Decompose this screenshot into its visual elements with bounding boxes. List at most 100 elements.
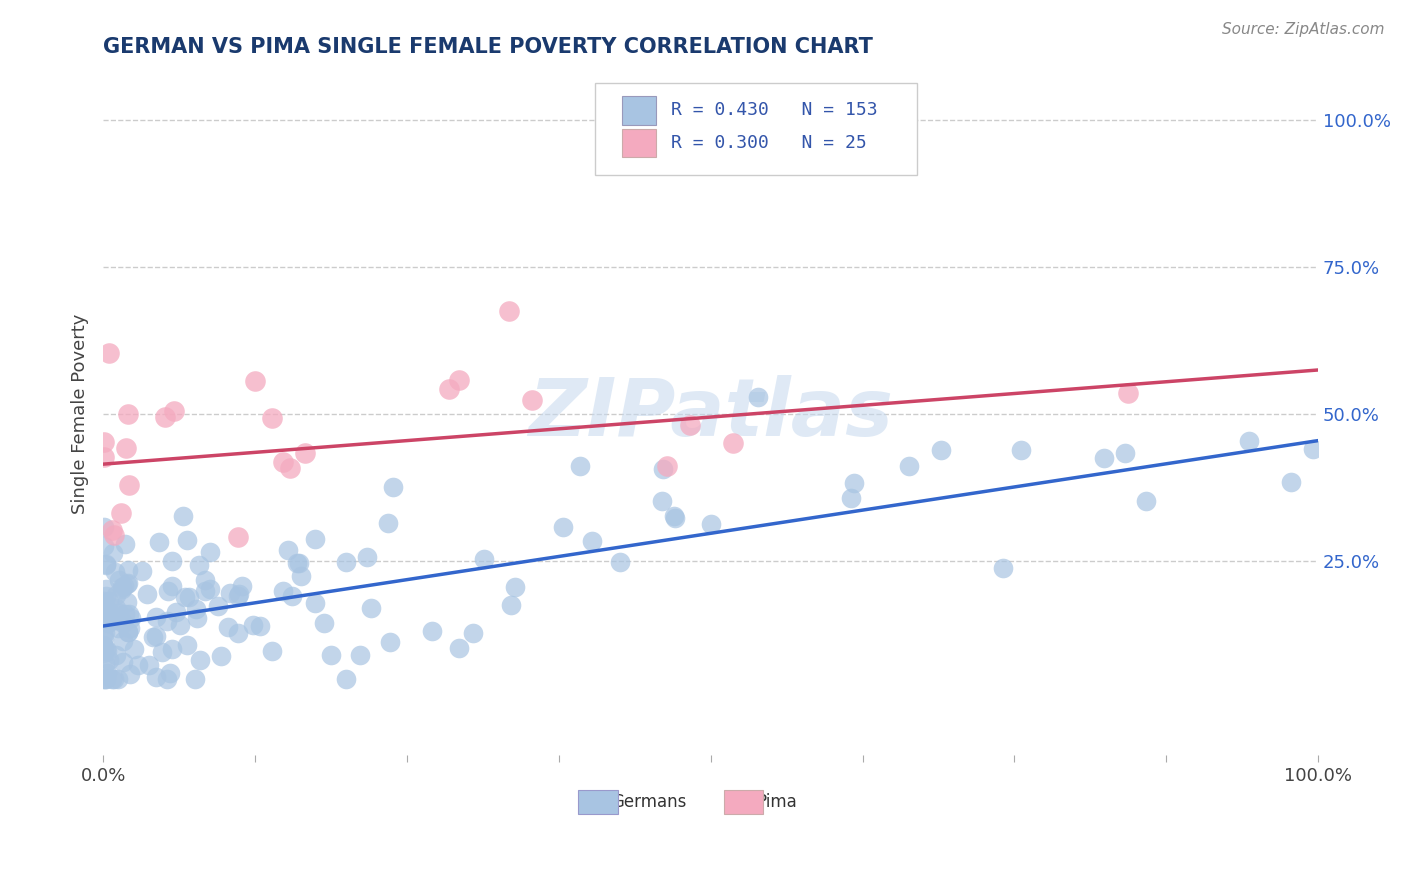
Point [93,450,115,465]
Point [145,670,167,684]
Point [217,620,239,634]
Point [94,657,117,672]
Point [173,590,195,604]
Point [100,613,122,627]
Point [245,374,267,388]
Point [96,666,118,681]
Point [145,629,167,643]
Point [194,584,217,599]
Point [98,652,121,666]
Point [207,599,229,613]
Bar [578,789,617,814]
Point [114,537,136,551]
FancyBboxPatch shape [595,83,917,175]
Point [112,579,135,593]
Text: GERMAN VS PIMA SINGLE FEMALE POVERTY CORRELATION CHART: GERMAN VS PIMA SINGLE FEMALE POVERTY COR… [103,37,873,57]
Point [381,480,404,494]
Point [349,648,371,662]
Point [115,442,138,456]
Point [842,475,865,490]
Point [93,435,115,450]
Point [679,418,702,433]
Point [271,455,294,469]
Text: ZIPatlas: ZIPatlas [529,376,893,453]
Point [153,409,176,424]
Point [288,557,311,571]
Point [110,613,132,627]
Point [101,672,124,686]
Point [285,556,308,570]
Point [581,533,603,548]
Point [662,509,685,524]
Point [651,494,673,508]
Point [101,613,124,627]
Point [1237,434,1260,448]
Point [110,506,132,520]
Point [94,672,117,686]
Bar [724,789,763,814]
Point [277,542,299,557]
Point [609,555,631,569]
Point [304,532,326,546]
Point [97,346,120,360]
Point [145,610,167,624]
Point [118,607,141,621]
Point [131,565,153,579]
Point [499,599,522,613]
Point [176,639,198,653]
Point [94,557,117,571]
Point [105,601,128,615]
Point [520,392,543,407]
Point [93,520,115,534]
Point [93,640,115,654]
Point [226,530,249,544]
Point [290,568,312,582]
Point [226,626,249,640]
Point [356,550,378,565]
Point [101,546,124,560]
Point [160,554,183,568]
Point [209,648,232,663]
Point [122,641,145,656]
Point [335,672,357,686]
Text: Source: ZipAtlas.com: Source: ZipAtlas.com [1222,22,1385,37]
Point [156,614,179,628]
Point [142,630,165,644]
Point [281,589,304,603]
Point [198,582,221,596]
Point [721,436,744,450]
Point [664,511,686,525]
Point [117,624,139,639]
Text: Pima: Pima [756,793,797,811]
Point [104,588,127,602]
Point [108,606,131,620]
Point [120,666,142,681]
Text: R = 0.430   N = 153: R = 0.430 N = 153 [671,102,877,120]
Point [114,607,136,621]
Point [107,574,129,588]
Point [117,407,139,421]
Point [498,304,520,318]
Bar [621,96,657,125]
Point [136,587,159,601]
Point [319,648,342,662]
Point [553,520,575,534]
Point [97,615,120,630]
Point [165,605,187,619]
Point [1010,442,1032,457]
Point [94,626,117,640]
Point [1092,451,1115,466]
Point [447,640,470,655]
Point [194,573,217,587]
Point [304,596,326,610]
Y-axis label: Single Female Poverty: Single Female Poverty [72,314,89,515]
Point [138,657,160,672]
Point [503,580,526,594]
Point [94,672,117,686]
Point [127,657,149,672]
Point [104,565,127,579]
Point [262,644,284,658]
Point [94,602,117,616]
Point [1116,385,1139,400]
Point [437,382,460,396]
